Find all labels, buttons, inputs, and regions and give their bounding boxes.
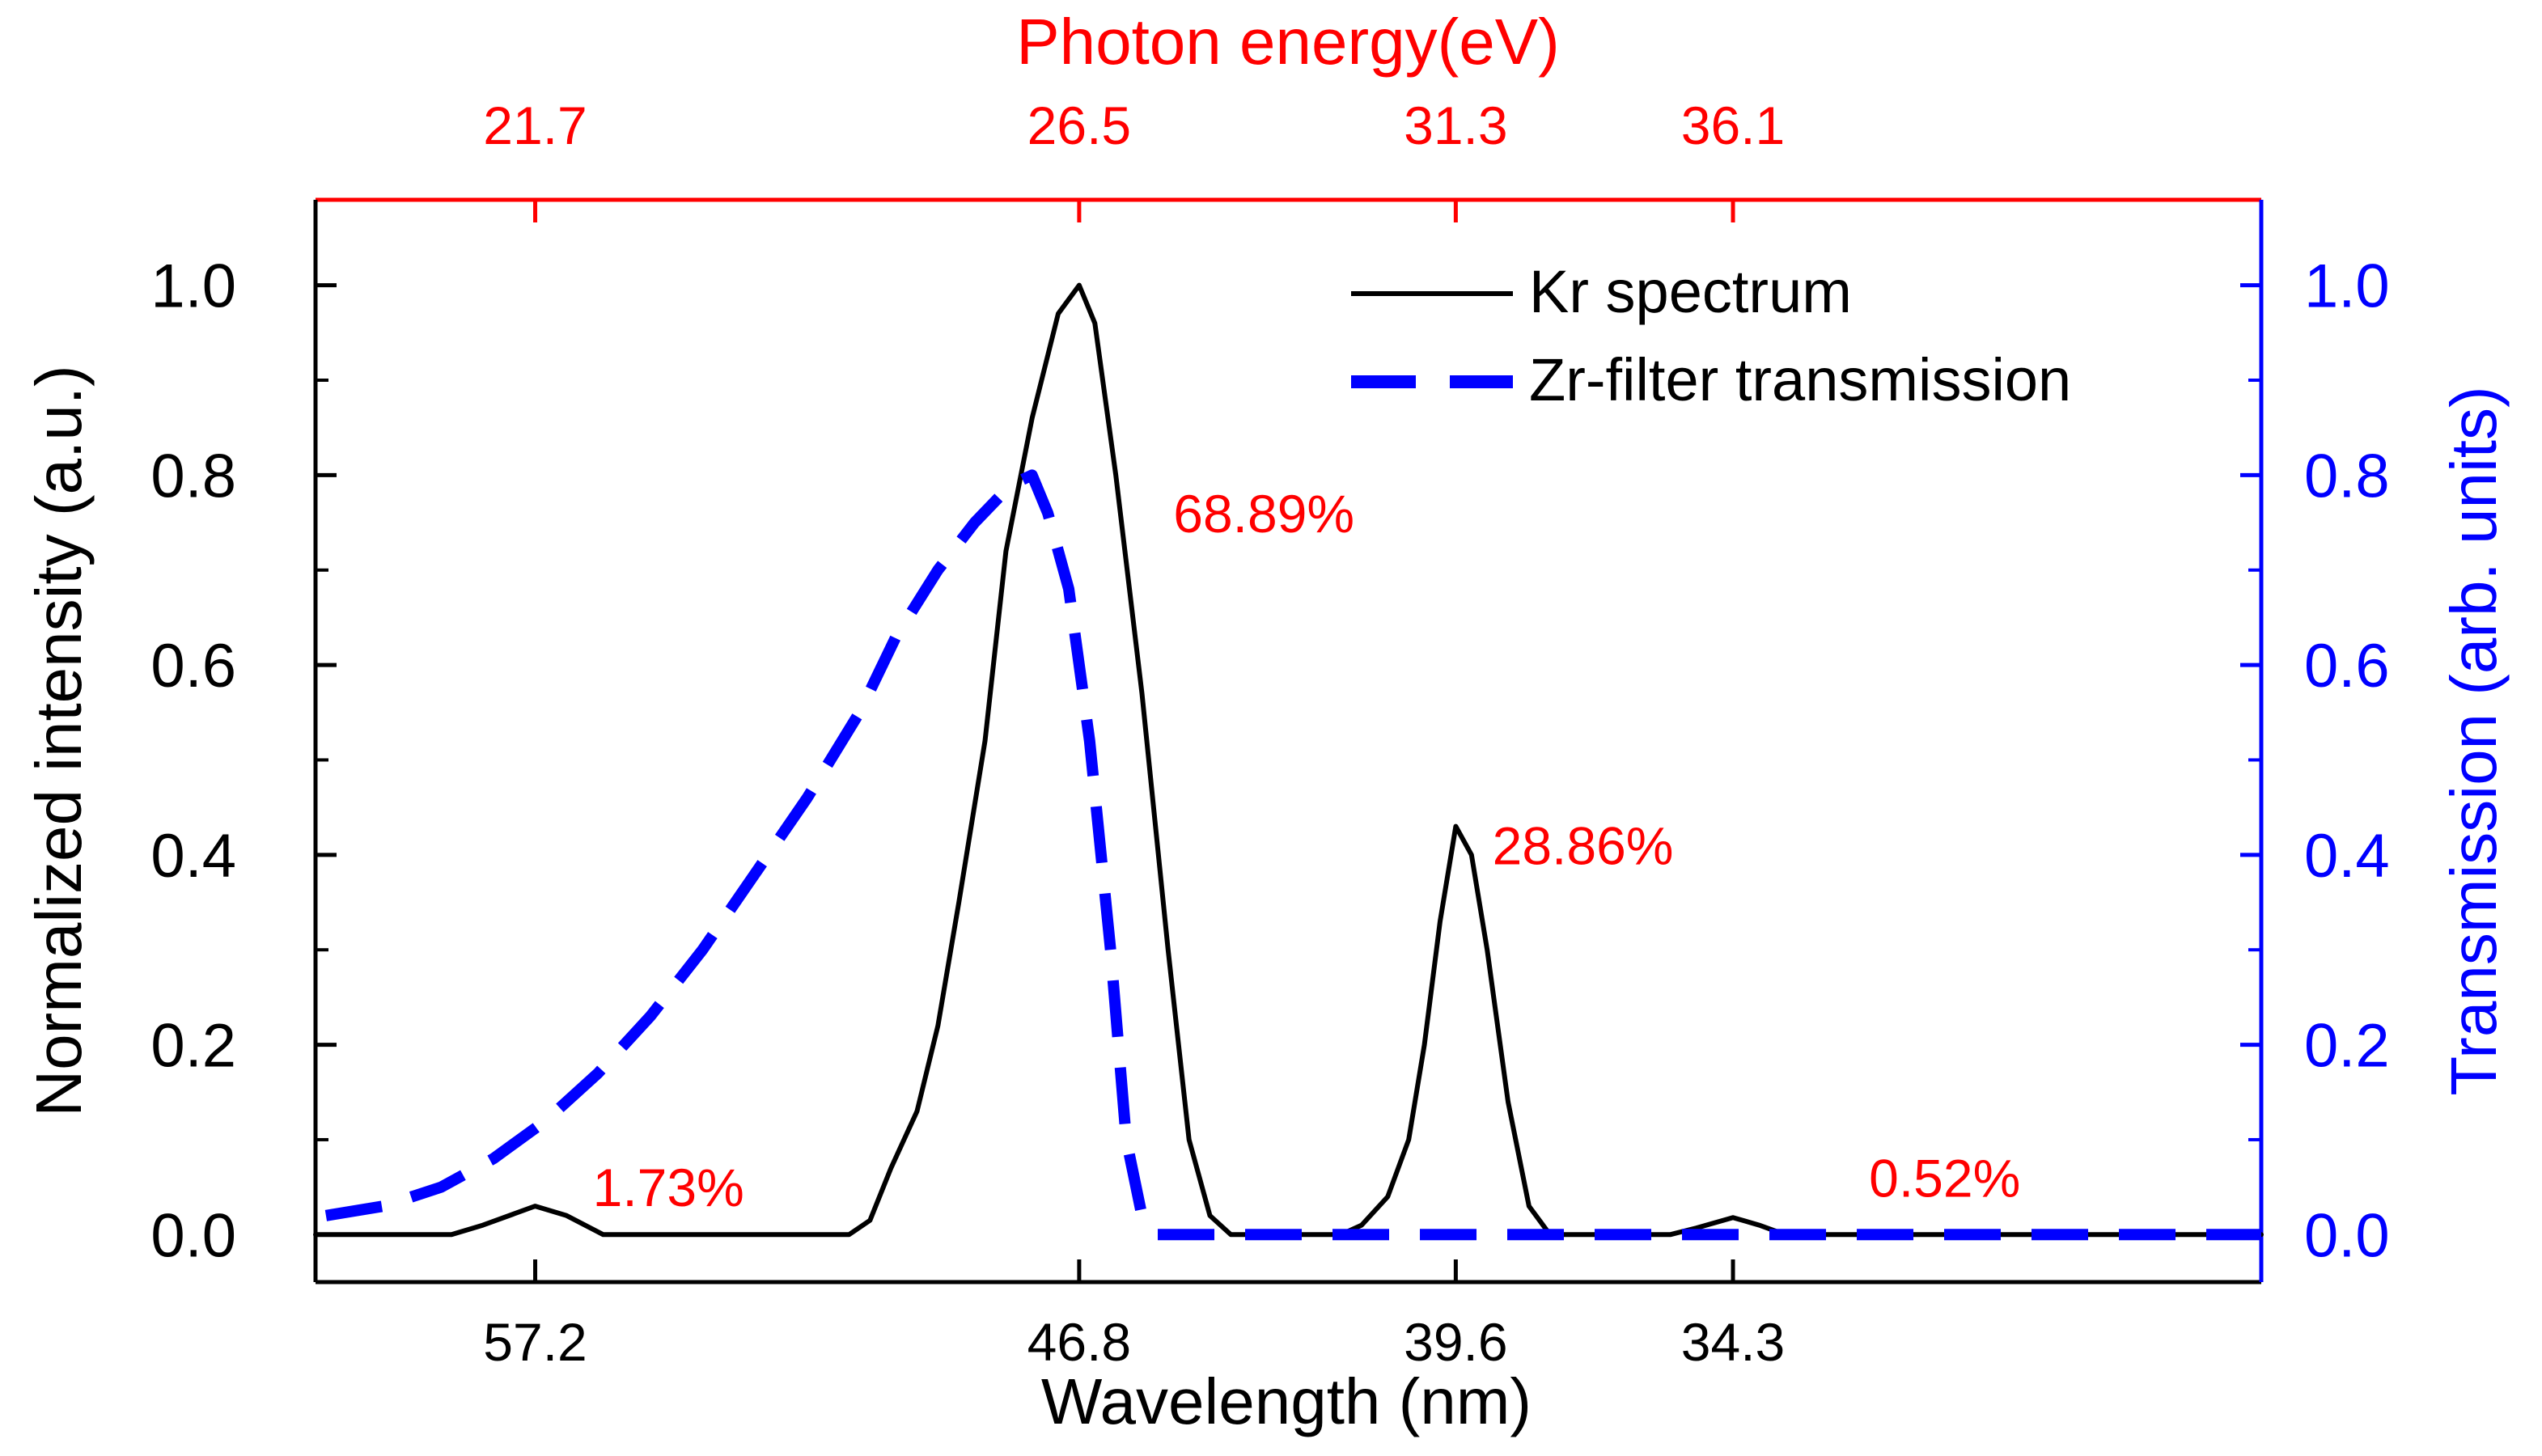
right-axis-tick-label: 1.0 [2304, 252, 2390, 321]
left-axis-title: Normalized intensity (a.u.) [23, 365, 95, 1116]
annotation-label-1: 28.86% [1493, 816, 1674, 876]
top-axis-title: Photon energy(eV) [1016, 6, 1560, 78]
left-axis-ticks: 0.0 0.2 0.4 0.6 0.8 1.0 [150, 252, 337, 1270]
left-axis-tick-label: 0.8 [150, 442, 236, 510]
right-axis-tick-label: 0.2 [2304, 1012, 2390, 1081]
top-axis-ticks: 21.7 26.5 31.3 36.1 [483, 95, 1785, 222]
left-axis-tick-label: 0.6 [150, 632, 236, 700]
right-axis-tick-label: 0.6 [2304, 632, 2390, 700]
annotation-label-2: 1.73% [593, 1158, 744, 1217]
right-axis-tick-label: 0.4 [2304, 822, 2390, 891]
legend: Kr spectrum Zr-filter transmission [1351, 258, 2071, 413]
series-zr-filter-transmission [324, 469, 2261, 1241]
left-axis-tick-label: 0.4 [150, 822, 236, 891]
bottom-axis-tick-label: 34.3 [1681, 1312, 1785, 1372]
right-axis-title: Transmission (arb. units) [2438, 386, 2510, 1095]
left-axis-tick-label: 0.0 [150, 1201, 236, 1270]
bottom-axis-ticks: 57.2 46.8 39.6 34.3 [483, 1259, 1785, 1372]
top-axis-tick-label: 36.1 [1681, 95, 1785, 155]
right-axis-tick-label: 0.8 [2304, 442, 2390, 510]
annotation-label-3: 0.52% [1869, 1148, 2020, 1208]
annotation-label-0: 68.89% [1173, 484, 1354, 544]
bottom-axis-tick-label: 39.6 [1404, 1312, 1507, 1372]
bottom-axis-tick-label: 46.8 [1027, 1312, 1131, 1372]
right-axis-ticks: 0.0 0.2 0.4 0.6 0.8 1.0 [2240, 252, 2390, 1270]
top-axis-tick-label: 21.7 [483, 95, 587, 155]
top-axis-tick-label: 26.5 [1027, 95, 1131, 155]
top-axis-tick-label: 31.3 [1404, 95, 1507, 155]
series-group [313, 282, 2264, 1241]
bottom-axis-title: Wavelength (nm) [1041, 1365, 1532, 1437]
legend-label-kr-spectrum: Kr spectrum [1529, 258, 1852, 325]
left-axis-tick-label: 0.2 [150, 1012, 236, 1081]
annotation-group: 68.89% 28.86% 1.73% 0.52% [593, 484, 2021, 1217]
left-axis-tick-label: 1.0 [150, 252, 236, 321]
bottom-axis-tick-label: 57.2 [483, 1312, 587, 1372]
legend-label-zr-filter-transmission: Zr-filter transmission [1529, 346, 2071, 413]
right-axis-tick-label: 0.0 [2304, 1201, 2390, 1270]
series-kr-spectrum [313, 282, 2264, 1238]
